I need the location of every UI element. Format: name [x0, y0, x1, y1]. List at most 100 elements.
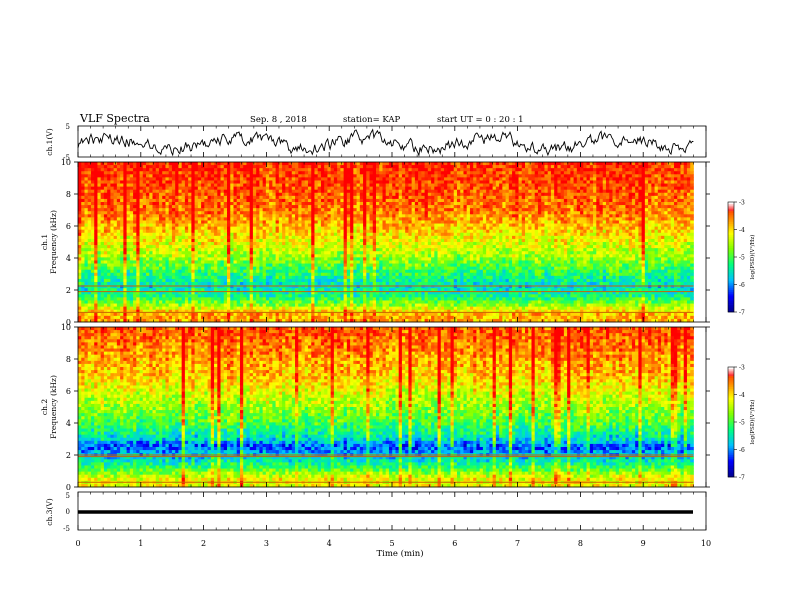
spectrogram-cell — [340, 162, 344, 165]
spectrogram-cell — [629, 168, 633, 171]
spectrogram-cell — [149, 165, 153, 168]
spectrogram-cell — [221, 168, 225, 171]
spectrogram-cell — [149, 174, 153, 177]
spectrogram-cell — [496, 171, 500, 174]
spectrogram-cell — [373, 171, 377, 174]
spectrogram-cell — [318, 168, 322, 171]
spectrogram-cell — [78, 171, 82, 174]
spectrogram-cell — [101, 165, 105, 168]
spectrogram-cell — [502, 168, 506, 171]
spectrogram-cell — [418, 168, 422, 171]
spectrogram-cell — [344, 162, 348, 165]
spectrogram-cell — [376, 168, 380, 171]
figure-title: VLF Spectra — [79, 112, 150, 125]
spectrogram-cell — [548, 171, 552, 174]
ch1-spectrogram-panel: 0246810 ch.1 Frequency (kHz) — [40, 158, 710, 327]
spectrogram-cell — [531, 171, 535, 174]
spectrogram-cell — [149, 162, 153, 165]
spectrogram-cell — [305, 162, 309, 165]
spectrogram-cell — [201, 162, 205, 165]
spectrogram-cell — [512, 171, 516, 174]
spectrogram-cell — [444, 171, 448, 174]
spectrogram-cell — [88, 174, 92, 177]
spectrogram-cell — [175, 168, 179, 171]
spectrogram-cell — [357, 165, 361, 168]
spectrogram-cell — [114, 171, 118, 174]
spectrogram-cell — [94, 174, 98, 177]
spectrogram-cell — [515, 162, 519, 165]
spectrogram-cell — [402, 165, 406, 168]
spectrogram-cell — [140, 174, 144, 177]
spectrogram-cell — [88, 165, 92, 168]
spectrogram-cell — [208, 162, 212, 165]
spectrogram-cell — [438, 168, 442, 171]
spectrogram-cell — [434, 168, 438, 171]
spectrogram-cell — [178, 168, 182, 171]
spectrogram-cell — [415, 162, 419, 165]
spectrogram-cell — [690, 168, 694, 171]
spectrogram-cell — [136, 171, 140, 174]
spectrogram-cell — [331, 174, 335, 177]
spectrogram-cell — [311, 168, 315, 171]
spectrogram-cell — [486, 168, 490, 171]
spectrogram-cell — [412, 162, 416, 165]
spectrogram-cell — [324, 171, 328, 174]
spectrogram-cell — [337, 162, 341, 165]
spectrogram-cell — [496, 165, 500, 168]
spectrogram-cell — [334, 168, 338, 171]
spectrogram-cell — [175, 174, 179, 177]
spectrogram-cell — [159, 174, 163, 177]
spectrogram-cell — [434, 162, 438, 165]
spectrogram-cell — [162, 174, 166, 177]
spectrogram-cell — [269, 168, 273, 171]
spectrogram-cell — [651, 162, 655, 165]
spectrogram-cell — [279, 162, 283, 165]
spectrogram-cell — [408, 162, 412, 165]
spectrogram-cell — [227, 165, 231, 168]
spectrogram-cell — [340, 165, 344, 168]
spectrogram-cell — [489, 165, 493, 168]
spectrogram-cell — [237, 174, 241, 177]
spectrogram-cell — [282, 162, 286, 165]
spectrogram-cell — [318, 165, 322, 168]
spectrogram-cell — [405, 174, 409, 177]
spectrogram-cell — [227, 174, 231, 177]
spectrogram-cell — [208, 168, 212, 171]
spectrogram-cell — [149, 168, 153, 171]
spectrogram-cell — [324, 162, 328, 165]
spectrogram-cell — [447, 162, 451, 165]
spectrogram-cell — [370, 162, 374, 165]
spectrogram-cell — [541, 168, 545, 171]
spectrogram-cell — [337, 168, 341, 171]
spectrogram-cell — [373, 162, 377, 165]
spectrogram-cell — [674, 165, 678, 168]
spectrogram-cell — [522, 165, 526, 168]
spectrogram-cell — [201, 171, 205, 174]
spectrogram-cell — [169, 174, 173, 177]
spectrogram-cell — [94, 165, 98, 168]
spectrogram-cell — [600, 162, 604, 165]
spectrogram-cell — [182, 171, 186, 174]
spectrogram-cell — [221, 162, 225, 165]
spectrogram-cell — [146, 171, 150, 174]
spectrogram-cell — [263, 168, 267, 171]
spectrogram-cell — [434, 165, 438, 168]
spectrogram-cell — [671, 168, 675, 171]
spectrogram-cell — [331, 165, 335, 168]
spectrogram-cell — [347, 174, 351, 177]
spectrogram-cell — [382, 162, 386, 165]
spectrogram-cell — [671, 165, 675, 168]
spectrogram-cell — [431, 171, 435, 174]
spectrogram-cell — [399, 174, 403, 177]
spectrogram-cell — [596, 171, 600, 174]
spectrogram-cell — [460, 171, 464, 174]
spectrogram-cell — [405, 171, 409, 174]
spectrogram-cell — [198, 171, 202, 174]
spectrogram-cell — [340, 171, 344, 174]
spectrogram-cell — [298, 162, 302, 165]
spectrogram-cell — [324, 174, 328, 177]
spectrogram-cell — [246, 162, 250, 165]
spectrogram-cell — [81, 165, 85, 168]
spectrogram-cell — [344, 174, 348, 177]
spectrogram-cell — [379, 174, 383, 177]
